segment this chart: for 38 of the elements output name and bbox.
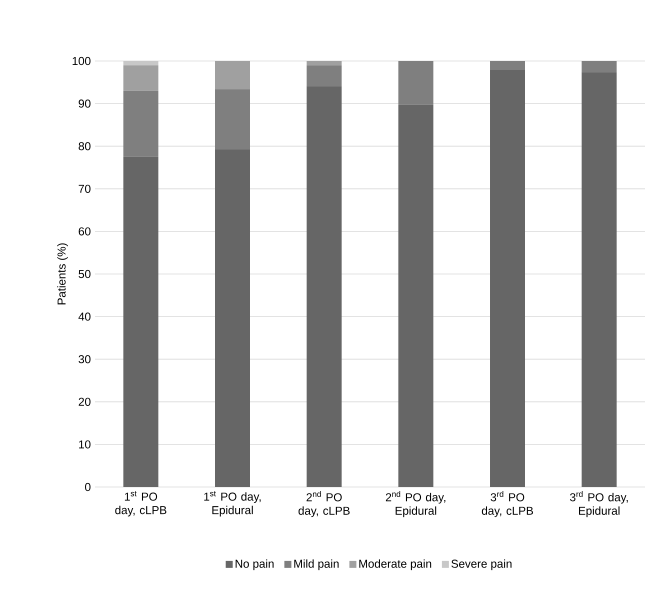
bar: [582, 60, 617, 72]
bar: [123, 65, 158, 91]
y-tick-label: 90: [78, 100, 91, 108]
y-tick-label: 30: [78, 355, 91, 364]
x-tick-label: 3$^{rd}$ PO day, cLPB: [482, 491, 533, 518]
bar: [398, 60, 434, 105]
bar: [490, 60, 525, 70]
y-tick-label: 70: [78, 184, 91, 193]
legend-label: No pain: [236, 559, 274, 570]
bar: [582, 72, 617, 487]
y-tick-label: 60: [78, 227, 91, 236]
x-tick-label: 2$^{nd}$ PO day, Epidural: [386, 491, 446, 518]
bar: [306, 60, 342, 66]
x-tick-label: 1$^{st}$ PO day, cLPB: [115, 491, 166, 516]
y-axis-title: Patients (%): [57, 243, 68, 304]
bar: [215, 89, 250, 150]
y-tick-label: 100: [72, 56, 91, 66]
y-tick-label: 40: [78, 312, 91, 321]
legend-label: Severe pain: [451, 559, 512, 570]
bar: [306, 65, 342, 86]
y-tick-label: 20: [78, 398, 91, 406]
bar: [123, 60, 158, 66]
y-tick-label: 10: [79, 440, 91, 448]
y-tick-label: 80: [78, 142, 91, 150]
x-tick-label: 3$^{rd}$ PO day, Epidural: [570, 491, 628, 518]
y-tick-label: 0: [85, 482, 91, 492]
bar: [306, 86, 342, 487]
legend-label: Mild pain: [294, 559, 339, 570]
bar: [215, 60, 250, 90]
y-tick-label: 50: [78, 270, 91, 278]
bar: [215, 149, 250, 487]
x-tick-label: 2$^{nd}$ PO day, cLPB: [298, 491, 350, 518]
bar: [123, 90, 158, 157]
legend-label: Moderate pain: [359, 559, 432, 570]
x-tick-label: 1$^{st}$ PO day, Epidural: [204, 491, 261, 516]
bar: [398, 104, 434, 487]
bar: [123, 156, 158, 487]
bar: [490, 70, 525, 487]
